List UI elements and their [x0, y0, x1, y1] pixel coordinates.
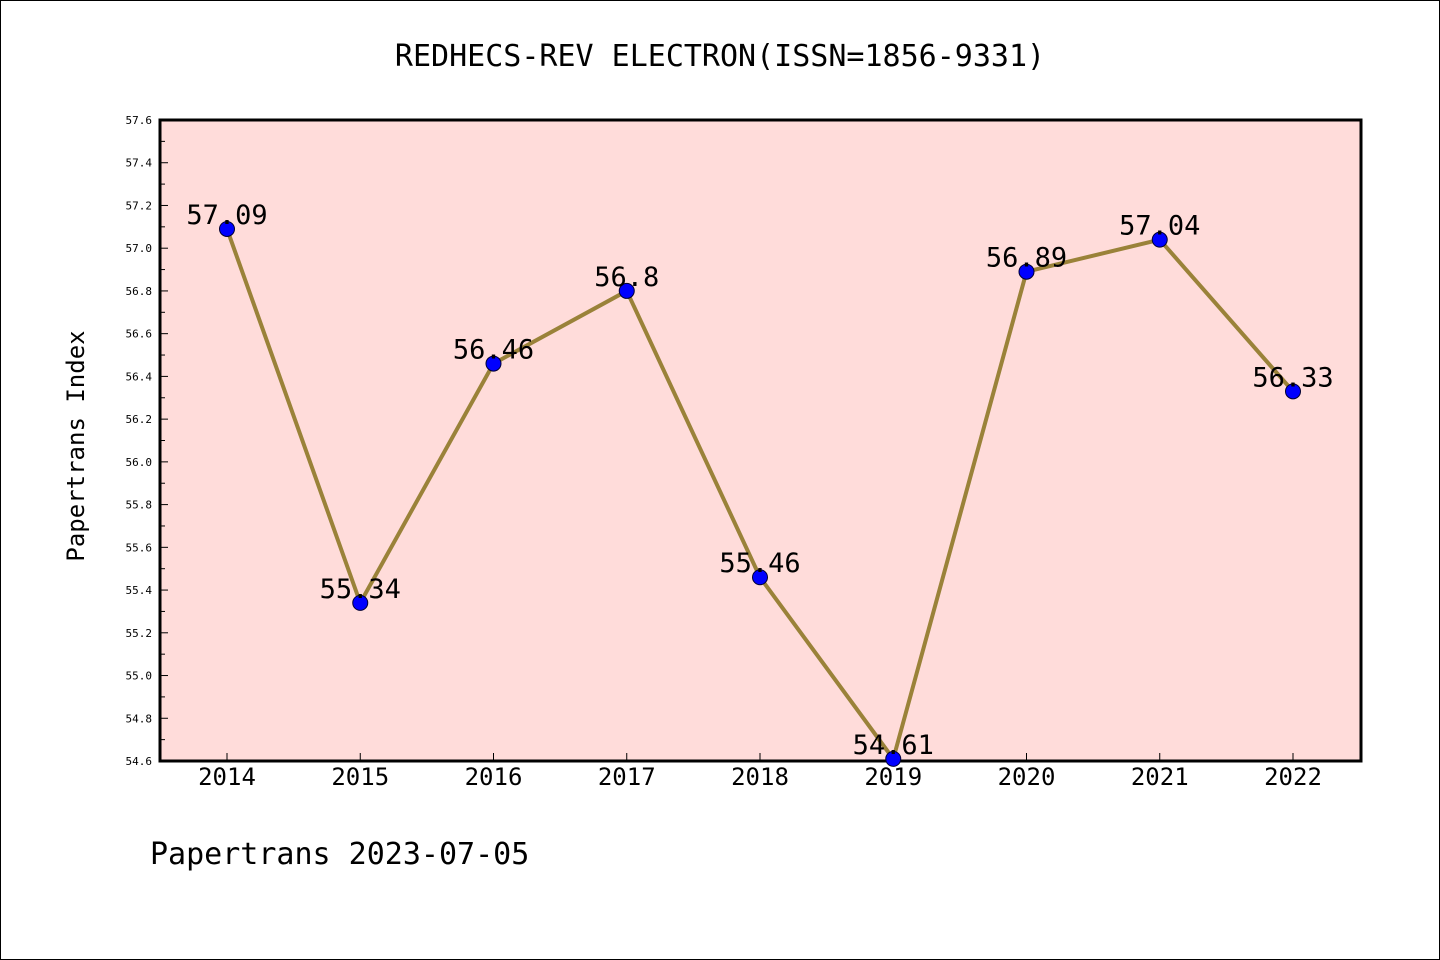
footer-text: Papertrans 2023-07-05: [150, 837, 529, 872]
y-tick-label: 56.4: [126, 370, 153, 383]
y-tick-label: 57.6: [126, 114, 153, 127]
data-label: 57.09: [186, 200, 267, 231]
x-tick-label: 2018: [731, 763, 789, 791]
y-tick-label: 56.2: [126, 413, 153, 426]
data-label-group: 57.09 55.34 56.46 56.8 55.46 54.61 56.89 57.04 5…: [186, 200, 1333, 761]
y-tick-label: 57.2: [126, 199, 153, 212]
y-tick-label: 54.6: [126, 755, 153, 768]
y-tick-label: 55.6: [126, 541, 153, 554]
x-axis: 2014 2015 2016 2017 2018 2019 2020 2021 2022: [198, 753, 1322, 791]
y-axis-label: Papertrans Index: [62, 330, 90, 561]
x-tick-label: 2015: [331, 763, 389, 791]
y-tick-label: 57.0: [126, 242, 153, 255]
data-point: [352, 594, 369, 611]
data-label: 55.34: [320, 574, 401, 605]
y-tick-label: 55.4: [126, 584, 153, 597]
data-label: 56.46: [453, 335, 534, 366]
series-line-group: [219, 220, 1301, 767]
data-label: 55.46: [719, 548, 800, 579]
data-point: [219, 220, 235, 237]
x-tick-label: 2020: [998, 763, 1056, 791]
data-label: 56.33: [1252, 362, 1333, 393]
x-tick-label: 2019: [864, 763, 922, 791]
data-label: 54.61: [853, 730, 934, 761]
plot-area: [158, 118, 1363, 763]
data-point: [885, 750, 902, 767]
y-tick-label: 55.0: [126, 670, 153, 683]
data-point: [1018, 263, 1035, 280]
data-label: 57.04: [1119, 211, 1200, 242]
data-label: 56.89: [986, 243, 1067, 274]
data-point: [618, 282, 635, 299]
data-point: [1151, 231, 1168, 248]
x-tick-label: 2021: [1131, 763, 1189, 791]
y-tick-label: 57.4: [126, 157, 153, 170]
data-point: [1285, 383, 1301, 400]
y-tick-label: 56.6: [126, 328, 153, 341]
x-tick-label: 2022: [1264, 763, 1322, 791]
x-tick-label: 2017: [598, 763, 656, 791]
x-tick-label: 2016: [465, 763, 523, 791]
y-tick-label: 55.2: [126, 627, 153, 640]
y-tick-label: 56.8: [126, 285, 153, 298]
y-axis: 54.6 54.8 55.0 55.2 55.4 55.6 55.8 56.0 56.2 56.4…: [126, 114, 168, 768]
y-tick-label: 55.8: [126, 499, 153, 512]
y-tick-label: 56.0: [126, 456, 153, 469]
x-tick-label: 2014: [198, 763, 256, 791]
y-tick-label: 54.8: [126, 712, 153, 725]
data-label: 56.8: [594, 262, 659, 293]
data-point: [752, 569, 768, 586]
data-point: [485, 355, 502, 372]
chart-title: REDHECS-REV ELECTRON(ISSN=1856-9331): [395, 39, 1045, 74]
